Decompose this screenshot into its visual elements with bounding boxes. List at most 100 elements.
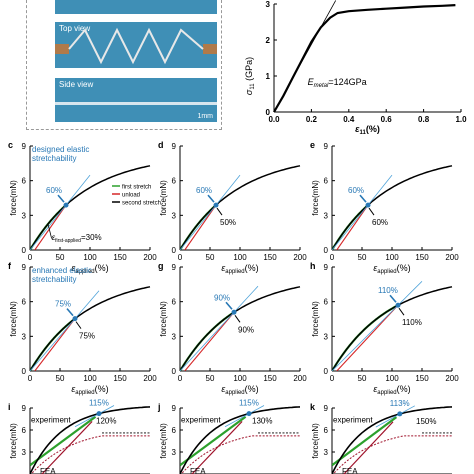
- x-tick-label: 50: [358, 374, 367, 383]
- applied-strain-arrow: [75, 321, 82, 329]
- tangent-line: [74, 405, 115, 428]
- applied-strain-arrow: [216, 207, 223, 216]
- y-tick-label: 9: [172, 263, 177, 272]
- elastic-limit-marker: [395, 302, 401, 308]
- y-tick-label: 6: [172, 426, 177, 435]
- panel-plot-area: [30, 286, 151, 371]
- y-axis-title: force(mN): [159, 180, 168, 216]
- elastic-limit-label: 75%: [55, 300, 71, 309]
- y-tick-label: 3: [324, 211, 329, 220]
- y-tick-label: 6: [22, 177, 27, 186]
- panel-letter: i: [8, 402, 11, 412]
- y-axis-title: force(mN): [9, 423, 18, 459]
- elastic-limit-label: 115%: [89, 399, 109, 408]
- y-tick-label: 3: [172, 211, 177, 220]
- y-tick-label: 3: [172, 332, 177, 341]
- x-tick-label: 0: [28, 374, 33, 383]
- y-tick-label: 9: [172, 404, 177, 413]
- x-tick-label: 50: [358, 253, 367, 262]
- y-tick-label: 0: [22, 246, 27, 255]
- x-tick-label: 200: [143, 253, 157, 262]
- elastic-limit-marker: [231, 309, 237, 315]
- y-axis-title: force(mN): [159, 301, 168, 337]
- x-tick-label: 150: [415, 253, 429, 262]
- first-stretch-line: [30, 415, 97, 467]
- x-tick-label: 100: [233, 374, 247, 383]
- x-tick-label: 150: [263, 253, 277, 262]
- elastic-limit-marker: [246, 411, 252, 417]
- fea-label: FEA: [40, 467, 56, 474]
- x-tick-label: 50: [56, 374, 65, 383]
- first-stretch-line: [180, 415, 247, 467]
- x-tick-label: 50: [206, 374, 215, 383]
- panel-g: g 0 3 6 9 0 50 100 150 200 εapplied(%) force(mN) 90%…: [158, 261, 307, 396]
- applied-strain-arrow: [398, 307, 405, 316]
- y-tick-label: 3: [266, 0, 271, 9]
- stretchability-label: designed elastic: [32, 145, 89, 154]
- top-view-label: Top view: [59, 24, 91, 33]
- y-axis-title: force(mN): [311, 423, 320, 459]
- tangent-line: [332, 174, 393, 250]
- tangent-line: [224, 405, 265, 428]
- y-tick-label: 0: [172, 367, 177, 376]
- elastic-limit-marker: [72, 316, 78, 322]
- y-axis-title: force(mN): [311, 301, 320, 337]
- fea-label: FEA: [190, 467, 206, 474]
- tangent-line: [375, 405, 415, 428]
- y-tick-label: 6: [22, 426, 27, 435]
- second-stretch-line: [332, 286, 453, 371]
- x-tick-label: 1.0: [455, 115, 467, 124]
- panel-i: i 3 6 9 force(mN) 115% 120% experiment FEA: [8, 399, 151, 474]
- fea-label: FEA: [342, 467, 358, 474]
- x-axis-title: εapplied(%): [71, 384, 108, 396]
- experiment-label: experiment: [181, 416, 221, 425]
- x-tick-label: 0: [178, 374, 183, 383]
- plateau-label: 130%: [252, 417, 272, 426]
- tangent-line: [30, 290, 100, 371]
- x-tick-label: 100: [385, 374, 399, 383]
- first-applied-label: εfirst-applied=30%: [52, 233, 102, 244]
- y-tick-label: 6: [22, 298, 27, 307]
- second-stretch-line: [30, 165, 151, 250]
- applied-strain-label: 90%: [238, 325, 254, 334]
- y-tick-label: 6: [324, 426, 329, 435]
- panel-h: h 0 3 6 9 0 50 100 150 200 εapplied(%) force(mN) 110…: [310, 261, 459, 396]
- elastic-limit-arrow: [66, 308, 74, 317]
- elastic-limit-marker: [365, 202, 371, 208]
- panel-letter: f: [8, 261, 12, 271]
- y-tick-label: 9: [324, 404, 329, 413]
- panel-plot-area: [332, 405, 453, 474]
- x-tick-label: 0: [28, 253, 33, 262]
- applied-strain-label: 60%: [372, 218, 388, 227]
- y-tick-label: 3: [324, 448, 329, 457]
- panel-plot-area: [332, 281, 453, 371]
- y-tick-label: 2: [266, 36, 271, 45]
- y-axis-title: σ11 (GPa): [244, 57, 256, 95]
- elastic-limit-label: 110%: [378, 286, 398, 295]
- elastic-limit-arrow: [389, 294, 397, 303]
- unload-line: [343, 421, 394, 474]
- y-tick-label: 9: [22, 142, 27, 151]
- modulus-fit-line: [273, 0, 337, 113]
- y-tick-label: 0: [266, 108, 271, 117]
- serpentine-ribbon-icon: [55, 27, 217, 65]
- stretchability-label: stretchability: [32, 154, 76, 163]
- elastic-limit-label: 60%: [196, 186, 212, 195]
- legend-label: first stretch: [122, 185, 151, 191]
- y-tick-label: 0: [324, 246, 329, 255]
- x-tick-label: 100: [83, 374, 97, 383]
- specimen-photo-top-view: Top view: [55, 22, 217, 68]
- x-axis-title: εapplied(%): [373, 384, 410, 396]
- panel-k: k 3 6 9 force(mN) 113% 150% experiment FEA: [310, 399, 453, 474]
- first-stretch-line: [332, 416, 398, 467]
- x-tick-label: 0.2: [306, 115, 318, 124]
- panel-letter: k: [310, 402, 316, 412]
- unload-line: [34, 318, 76, 371]
- x-tick-label: 0: [330, 374, 335, 383]
- x-tick-label: 100: [385, 253, 399, 262]
- y-axis-title: force(mN): [9, 301, 18, 337]
- elastic-limit-label: 60%: [348, 186, 364, 195]
- fea-curve: [180, 435, 300, 474]
